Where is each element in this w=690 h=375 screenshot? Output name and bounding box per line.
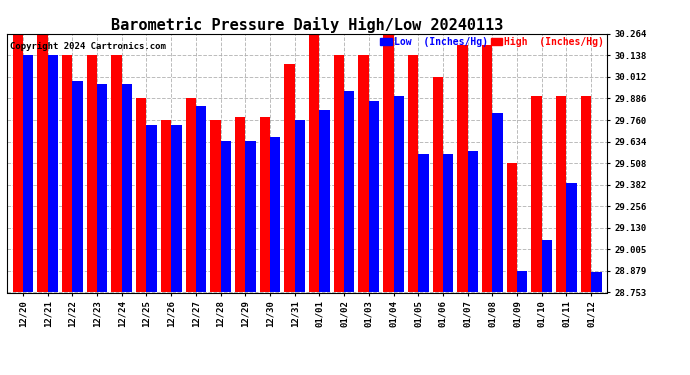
Bar (221, 141, 231, 292)
Bar (12, 34, 23, 292)
Bar (468, 151, 478, 292)
Bar (136, 99, 146, 292)
Bar (284, 63, 295, 292)
Bar (556, 96, 566, 292)
Bar (531, 96, 542, 292)
Bar (72, 81, 83, 292)
Bar (259, 117, 270, 292)
Bar (482, 45, 493, 292)
Bar (433, 77, 443, 292)
Bar (37, 34, 48, 292)
Bar (358, 56, 369, 292)
Bar (334, 56, 344, 292)
Bar (62, 56, 72, 292)
Bar (393, 96, 404, 292)
Bar (517, 271, 527, 292)
Text: Copyright 2024 Cartronics.com: Copyright 2024 Cartronics.com (10, 42, 166, 51)
Bar (121, 84, 132, 292)
Bar (369, 101, 380, 292)
Bar (591, 273, 602, 292)
Bar (581, 96, 591, 292)
Bar (443, 154, 453, 292)
Bar (23, 56, 33, 292)
Bar (97, 84, 108, 292)
Bar (408, 56, 418, 292)
Bar (210, 120, 221, 292)
Legend: Low  (Inches/Hg), High  (Inches/Hg): Low (Inches/Hg), High (Inches/Hg) (380, 37, 604, 47)
Bar (111, 56, 121, 292)
Bar (245, 141, 256, 292)
Bar (383, 34, 393, 292)
Bar (344, 91, 355, 292)
Bar (87, 56, 97, 292)
Bar (235, 117, 245, 292)
Bar (270, 137, 280, 292)
Bar (146, 125, 157, 292)
Bar (186, 99, 196, 292)
Bar (457, 45, 468, 292)
Bar (418, 154, 428, 292)
Bar (493, 113, 503, 292)
Bar (171, 125, 181, 292)
Bar (566, 183, 577, 292)
Bar (309, 34, 319, 292)
Title: Barometric Pressure Daily High/Low 20240113: Barometric Pressure Daily High/Low 20240… (111, 16, 503, 33)
Bar (161, 120, 171, 292)
Bar (506, 163, 517, 292)
Bar (295, 120, 305, 292)
Bar (196, 106, 206, 292)
Bar (542, 240, 552, 292)
Bar (319, 110, 330, 292)
Bar (48, 56, 58, 292)
